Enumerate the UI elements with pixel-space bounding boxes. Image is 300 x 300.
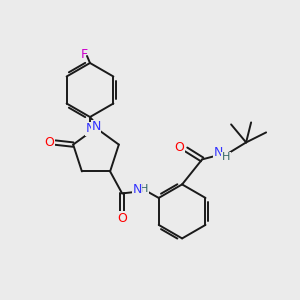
Text: O: O bbox=[174, 141, 184, 154]
Text: O: O bbox=[117, 212, 127, 225]
Text: F: F bbox=[80, 49, 88, 62]
Text: H: H bbox=[222, 152, 230, 162]
Text: N: N bbox=[132, 183, 142, 196]
Text: H: H bbox=[140, 184, 148, 194]
Text: N: N bbox=[85, 122, 95, 136]
Text: O: O bbox=[44, 136, 54, 149]
Text: N: N bbox=[91, 121, 101, 134]
Text: N: N bbox=[213, 146, 223, 159]
